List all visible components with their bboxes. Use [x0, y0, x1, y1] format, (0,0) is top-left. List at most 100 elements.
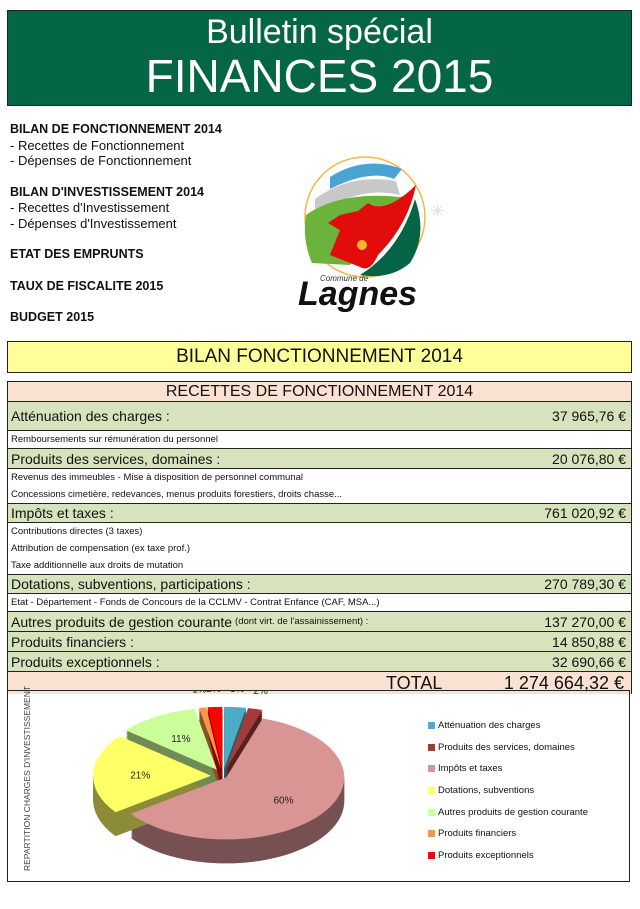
- legend-label: Impôts et taxes: [438, 763, 503, 775]
- legend-swatch: [428, 787, 435, 795]
- row-label: Impôts et taxes :: [11, 505, 114, 521]
- row-label: Produits exceptionnels :: [11, 653, 160, 670]
- row-detail: Contributions directes (3 taxes): [11, 526, 143, 537]
- row-details: Remboursements sur rémunération du perso…: [8, 430, 631, 448]
- row-detail: Attribution de compensation (ex taxe pro…: [11, 543, 191, 554]
- legend-swatch: [428, 830, 435, 838]
- pie-slice: [199, 707, 222, 769]
- toc-section-title: BUDGET 2015: [10, 310, 95, 324]
- legend-label: Atténuation des charges: [438, 720, 541, 732]
- commune-logo: ✳ Commune de Lagnes: [298, 156, 445, 313]
- row-label: Produits financiers :: [11, 633, 134, 650]
- logo-small-text: Commune de: [320, 274, 369, 283]
- pie-slice: [207, 706, 223, 769]
- pie-data-label: 1%: [192, 691, 207, 696]
- table-of-contents: BILAN DE FONCTIONNEMENT 2014- Recettes d…: [10, 122, 222, 326]
- legend-label: Produits des services, domaines: [438, 741, 575, 753]
- pie-slice-side: [225, 716, 263, 778]
- pie-data-label: 60%: [274, 795, 294, 806]
- pie-chart: REPARTITION CHARGES D'INVESTISSEMENT 3%2…: [7, 686, 630, 882]
- table-row: Impôts et taxes : 761 020,92 €: [8, 503, 631, 522]
- row-label: Dotations, subventions, participations :: [11, 576, 251, 592]
- pie-slice-side: [225, 714, 263, 776]
- pie-slice-side: [225, 712, 263, 774]
- row-detail: Revenus des immeubles - Mise à dispositi…: [11, 472, 304, 483]
- toc-item: - Recettes d'Investissement: [10, 200, 170, 215]
- table-row: Dotations, subventions, participations :…: [8, 574, 631, 593]
- row-value: 14 850,88 €: [552, 633, 626, 650]
- legend-item: Dotations, subventions: [428, 780, 588, 802]
- row-value: 32 690,66 €: [552, 653, 626, 670]
- total-row: TOTAL 1 274 664,32 €: [8, 671, 631, 694]
- total-value: 1 274 664,32 €: [503, 673, 624, 693]
- toc-section-title: ETAT DES EMPRUNTS: [10, 247, 144, 261]
- table-row: Autres produits de gestion courante (dont…: [8, 611, 631, 631]
- pie-data-label: 3%: [230, 691, 245, 695]
- pie-data-label: 2%: [253, 691, 268, 697]
- row-label: Autres produits de gestion courante: [11, 613, 233, 630]
- pie-svg: 3%2%60%21%11%1%2%: [93, 691, 345, 864]
- legend-label: Dotations, subventions: [438, 785, 535, 797]
- header-banner: Bulletin spécial FINANCES 2015: [7, 10, 632, 106]
- legend-item: Impôts et taxes: [428, 758, 588, 780]
- header-title: FINANCES 2015: [145, 50, 494, 102]
- row-value: 270 789,30 €: [544, 576, 626, 592]
- row-detail: Concessions cimetière, redevances, menus…: [11, 489, 343, 500]
- row-detail: Etat - Département - Fonds de Concours d…: [11, 597, 380, 608]
- row-details: Etat - Département - Fonds de Concours d…: [8, 593, 631, 611]
- section-banner: BILAN FONCTIONNEMENT 2014: [7, 341, 632, 373]
- toc-section-title: TAUX DE FISCALITE 2015: [10, 278, 164, 293]
- legend-item: Produits des services, domaines: [428, 737, 588, 759]
- legend-label: Autres produits de gestion courante: [438, 806, 588, 818]
- pie-slice: [125, 708, 217, 770]
- table-row: Produits des services, domaines : 20 076,…: [8, 448, 631, 468]
- pie-slice: [130, 718, 345, 840]
- pie-data-label: 21%: [130, 771, 150, 782]
- toc-item: - Dépenses de Fonctionnement: [10, 153, 192, 168]
- row-label: Produits des services, domaines :: [11, 450, 221, 467]
- legend-item: Autres produits de gestion courante: [428, 801, 588, 823]
- total-label: TOTAL: [386, 673, 443, 693]
- chart-legend: Atténuation des charges Produits des serv…: [428, 715, 588, 866]
- row-note: (dont virt. de l'assainissement) :: [235, 616, 369, 627]
- legend-item: Atténuation des charges: [428, 715, 588, 737]
- legend-swatch: [428, 808, 435, 816]
- table-row: Produits exceptionnels : 32 690,66 €: [8, 651, 631, 671]
- row-detail: Remboursements sur rémunération du perso…: [11, 434, 218, 445]
- legend-label: Produits exceptionnels: [438, 849, 534, 861]
- pie-slice: [93, 736, 212, 813]
- toc-item: - Recettes de Fonctionnement: [10, 137, 185, 153]
- toc-section-title: BILAN DE FONCTIONNEMENT 2014: [10, 122, 222, 136]
- row-label: Atténuation des charges :: [11, 408, 170, 424]
- pie-data-label: 2%: [206, 691, 221, 695]
- row-value: 761 020,92 €: [544, 505, 626, 521]
- legend-swatch: [428, 765, 435, 773]
- header-subtitle: Bulletin spécial: [206, 13, 433, 51]
- pie-slice-side: [225, 710, 263, 772]
- legend-item: Produits exceptionnels: [428, 845, 588, 867]
- table-title: RECETTES DE FONCTIONNEMENT 2014: [8, 381, 631, 401]
- pie-slice: [224, 706, 247, 769]
- legend-item: Produits financiers: [428, 823, 588, 845]
- row-value: 20 076,80 €: [552, 450, 626, 467]
- snowflake-icon: ✳: [430, 201, 445, 221]
- pie-data-label: 11%: [171, 734, 190, 745]
- legend-swatch: [428, 851, 435, 859]
- pie-slice: [225, 708, 263, 770]
- row-details: Revenus des immeubles - Mise à dispositi…: [8, 468, 631, 503]
- row-value: 137 270,00 €: [544, 613, 626, 630]
- logo-name: Lagnes: [298, 275, 417, 313]
- row-detail: Taxe additionnelle aux droits de mutatio…: [11, 560, 184, 571]
- legend-label: Produits financiers: [438, 828, 517, 840]
- row-details: Contributions directes (3 taxes) Attribut…: [8, 522, 631, 574]
- revenue-table: RECETTES DE FONCTIONNEMENT 2014 Atténuat…: [7, 381, 632, 694]
- row-value: 37 965,76 €: [552, 408, 626, 424]
- pie-slice-side: [199, 719, 222, 781]
- toc-item: - Dépenses d'Investissement: [10, 215, 177, 231]
- legend-swatch: [428, 743, 435, 751]
- table-row: Atténuation des charges : 37 965,76 €: [8, 401, 631, 430]
- toc-section-title: BILAN D'INVESTISSEMENT 2014: [10, 184, 204, 199]
- legend-swatch: [428, 722, 435, 730]
- table-row: Produits financiers : 14 850,88 €: [8, 631, 631, 651]
